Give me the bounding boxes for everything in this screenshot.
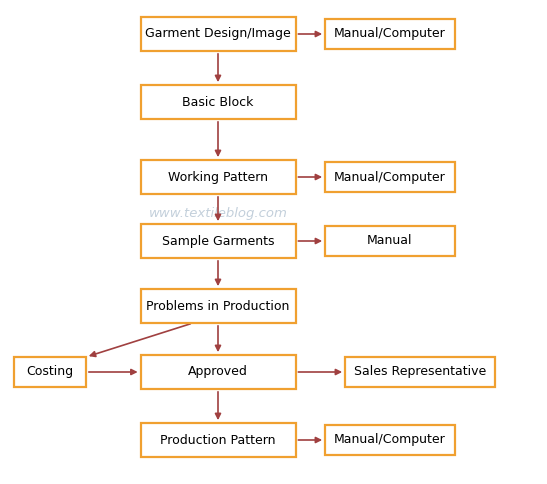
Text: Manual/Computer: Manual/Computer [334, 28, 446, 41]
FancyBboxPatch shape [141, 423, 295, 457]
Text: Working Pattern: Working Pattern [168, 170, 268, 183]
Text: Basic Block: Basic Block [182, 95, 254, 108]
Text: Problems in Production: Problems in Production [146, 300, 290, 313]
Text: Production Pattern: Production Pattern [160, 434, 276, 447]
Text: Sales Representative: Sales Representative [354, 365, 486, 378]
FancyBboxPatch shape [141, 355, 295, 389]
Text: Manual/Computer: Manual/Computer [334, 170, 446, 183]
Text: Approved: Approved [188, 365, 248, 378]
Text: www.textileblog.com: www.textileblog.com [149, 208, 287, 221]
FancyBboxPatch shape [141, 17, 295, 51]
FancyBboxPatch shape [141, 85, 295, 119]
Text: Manual/Computer: Manual/Computer [334, 434, 446, 447]
FancyBboxPatch shape [141, 224, 295, 258]
Text: Manual: Manual [367, 235, 413, 247]
FancyBboxPatch shape [14, 357, 86, 387]
Text: Sample Garments: Sample Garments [162, 235, 274, 247]
FancyBboxPatch shape [141, 160, 295, 194]
Text: Costing: Costing [26, 365, 73, 378]
FancyBboxPatch shape [325, 425, 455, 455]
FancyBboxPatch shape [141, 289, 295, 323]
FancyBboxPatch shape [345, 357, 495, 387]
FancyBboxPatch shape [325, 162, 455, 192]
FancyBboxPatch shape [325, 19, 455, 49]
Text: Garment Design/Image: Garment Design/Image [145, 28, 291, 41]
FancyBboxPatch shape [325, 226, 455, 256]
